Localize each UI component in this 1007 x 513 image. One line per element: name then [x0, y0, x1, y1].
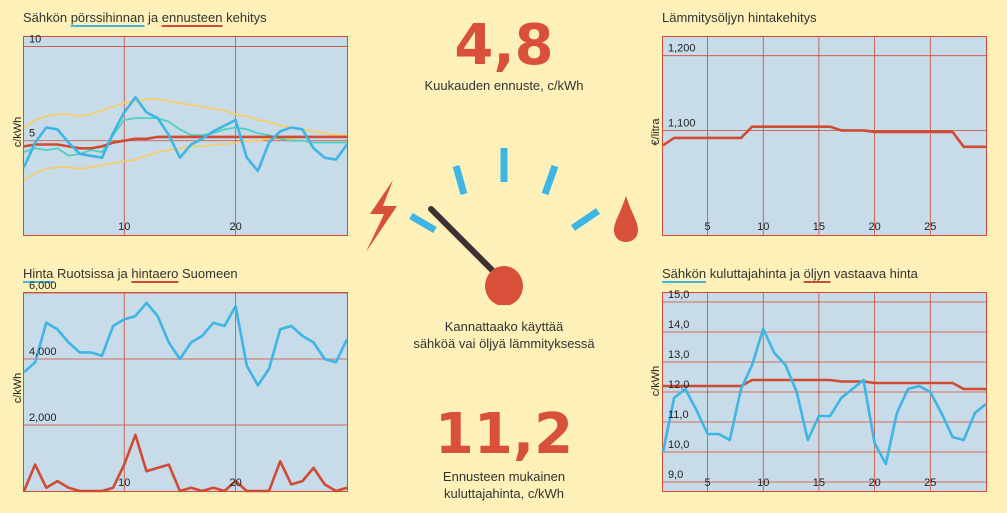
- y-axis-label: c/kWh: [12, 116, 24, 148]
- gauge-tick: [571, 208, 600, 231]
- series-line-yellow: [23, 136, 347, 182]
- chart-title-part: kehitys: [222, 10, 267, 25]
- x-tick-label: 15: [813, 221, 825, 233]
- x-tick-label: 15: [813, 477, 825, 489]
- month-forecast-label: Kuukauden ennuste, c/kWh: [424, 78, 584, 93]
- chart-panel-sweden-price: 10 20 2,000 4,000 6,000: [22, 280, 349, 493]
- chart-title-part: kuluttajahinta ja: [706, 266, 804, 281]
- chart-title-part: ja: [144, 10, 162, 25]
- y-axis-label: c/kWh: [12, 372, 24, 404]
- chart-title-part: hintaero: [131, 266, 179, 281]
- x-tick-label: 10: [118, 221, 130, 233]
- chart-title-consumer-price: Sähkön kuluttajahinta ja öljyn vastaava …: [662, 266, 918, 281]
- chart-panel-consumer-price: 5 10 15 20 25 9,0 10,0 11,0 12,0 13,0 14,0 15,0: [661, 289, 987, 492]
- y-tick-label: 15,0: [668, 289, 689, 301]
- y-tick-label: 5: [29, 128, 35, 140]
- y-tick-label: 11,0: [668, 409, 689, 421]
- chart-panel-heating-oil: 5 10 15 20 25 1,100 1,200: [662, 36, 987, 236]
- series-line-red: [663, 378, 986, 391]
- y-tick-label: 4,000: [29, 346, 57, 358]
- chart-title-part: Sähkön: [662, 266, 707, 281]
- gauge-tick: [541, 164, 559, 196]
- chart-title-part: vastaava hinta: [830, 266, 918, 281]
- x-tick-label: 10: [757, 221, 769, 233]
- chart-spot-price: 10 20 5 10: [22, 33, 349, 235]
- series-line-red: [23, 135, 347, 150]
- x-tick-label: 25: [924, 221, 936, 233]
- chart-title-sweden-price: Hinta Ruotsissa ja hintaero Suomeen: [23, 266, 238, 281]
- y-tick-label: 12,0: [668, 379, 689, 391]
- chart-title-part: Sähkön: [23, 10, 71, 25]
- chart-title-part: Ruotsissa ja: [53, 266, 132, 281]
- chart-heating-oil: 5 10 15 20 25 1,100 1,200: [662, 37, 986, 235]
- series-line-blue: [661, 327, 987, 466]
- chart-title-spot-price: Sähkön pörssihinnan ja ennusteen kehitys: [23, 10, 267, 25]
- y-tick-label: 6,000: [29, 280, 57, 292]
- gauge-tick: [409, 212, 437, 234]
- x-tick-label: 20: [229, 477, 241, 489]
- chart-title-part: ennusteen: [161, 10, 223, 25]
- chart-consumer-price: 5 10 15 20 25 9,0 10,0 11,0 12,0 13,0 14,0 15,0: [661, 289, 987, 491]
- lightning-icon: [366, 180, 397, 252]
- y-tick-label: 13,0: [668, 349, 689, 361]
- gauge-ticks: [409, 148, 600, 234]
- consumer-price-line2: kuluttajahinta, c/kWh: [444, 486, 564, 501]
- chart-title-part: Lämmitysöljyn hintakehitys: [662, 10, 817, 25]
- x-tick-label: 5: [704, 221, 710, 233]
- y-tick-label: 10: [29, 33, 41, 45]
- gauge-question-line1: Kannattaako käyttää: [444, 319, 564, 334]
- x-tick-label: 20: [868, 477, 880, 489]
- x-tick-label: 20: [229, 221, 241, 233]
- y-axis-label: c/kWh: [650, 365, 662, 397]
- series-line-red: [22, 433, 348, 493]
- y-tick-label: 10,0: [668, 439, 689, 451]
- x-tick-label: 20: [868, 221, 880, 233]
- chart-sweden-price: 10 20 2,000 4,000 6,000: [22, 280, 349, 493]
- month-forecast-value: 4,8: [454, 13, 554, 78]
- chart-panel-spot-price: 10 20 5 10: [22, 33, 349, 236]
- series-line-red: [662, 125, 986, 149]
- y-tick-label: 14,0: [668, 319, 689, 331]
- y-tick-label: 9,0: [668, 469, 683, 481]
- chart-title-part: pörssihinnan: [70, 10, 145, 25]
- chart-title-heating-oil: Lämmitysöljyn hintakehitys: [662, 10, 817, 25]
- chart-title-part: öljyn: [803, 266, 831, 281]
- y-tick-label: 1,200: [668, 43, 696, 55]
- gauge-tick: [452, 165, 468, 195]
- gauge-pivot: [485, 266, 523, 305]
- x-tick-label: 10: [118, 477, 130, 489]
- heating-gauge: [366, 148, 638, 305]
- chart-title-part: Hinta: [23, 266, 54, 281]
- y-tick-label: 2,000: [29, 412, 57, 424]
- gauge-question-line2: sähköä vai öljyä lämmityksessä: [413, 336, 595, 351]
- series-line-blue: [22, 95, 349, 173]
- y-tick-label: 1,100: [668, 117, 696, 129]
- oil-drop-icon: [614, 196, 638, 242]
- consumer-price-value: 11,2: [434, 402, 574, 467]
- x-tick-label: 10: [757, 477, 769, 489]
- series-line-blue: [23, 301, 349, 387]
- x-tick-label: 5: [704, 477, 710, 489]
- chart-title-part: Suomeen: [178, 266, 238, 281]
- consumer-price-line1: Ennusteen mukainen: [442, 469, 566, 484]
- x-tick-label: 25: [924, 477, 936, 489]
- series-line-teal: [23, 117, 347, 157]
